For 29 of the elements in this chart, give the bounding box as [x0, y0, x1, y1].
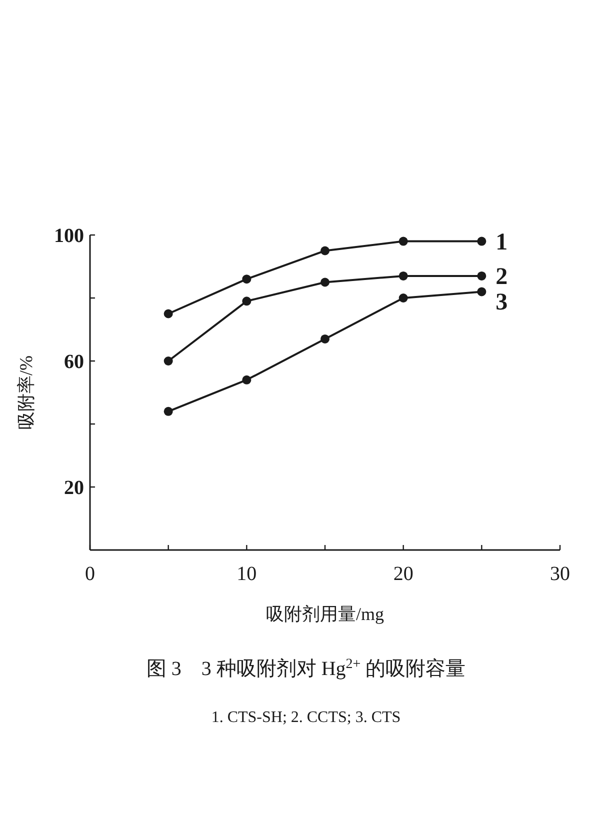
point — [477, 236, 486, 246]
y-axis-title: 吸附率/% — [16, 356, 36, 430]
point — [164, 406, 173, 416]
point — [242, 375, 252, 384]
x-tick-label: 20 — [393, 563, 414, 585]
point — [398, 294, 408, 302]
point — [477, 271, 486, 280]
point — [398, 236, 408, 246]
series-label: 2 — [496, 264, 508, 290]
point — [242, 296, 252, 306]
point — [320, 334, 330, 344]
point — [164, 309, 173, 318]
point — [320, 246, 330, 256]
y-tick-label: 20 — [64, 477, 84, 499]
point — [398, 271, 408, 280]
text: 图 3 3 种吸附剂对 Hg$^{2+}$ 的吸附容量 — [146, 656, 466, 680]
point — [242, 274, 252, 284]
point — [164, 356, 173, 366]
y-tick-label: 60 — [64, 351, 84, 373]
series-label: 3 — [496, 290, 508, 316]
x-tick-label: 0 — [85, 563, 95, 585]
x-tick-label: 30 — [550, 563, 570, 585]
point — [320, 278, 330, 287]
y-tick-label: 100 — [54, 225, 84, 247]
x-tick-label: 10 — [236, 563, 257, 585]
point — [477, 287, 486, 296]
text: 1. CTS-SH; 2. CCTS; 3. CTS — [211, 709, 401, 726]
series-label: 1 — [496, 229, 508, 256]
x-axis-title: 吸附剂用量/mg — [266, 604, 384, 624]
